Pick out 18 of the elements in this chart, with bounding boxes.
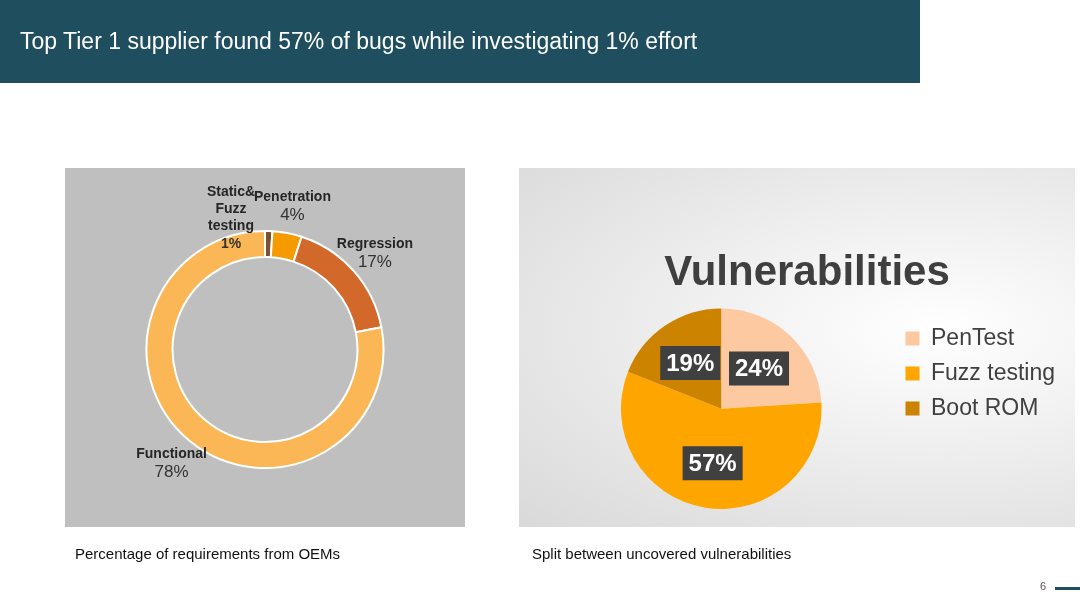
data-label: 57% <box>688 448 737 476</box>
data-label: 1% <box>220 234 242 251</box>
slice-label: Functional <box>136 444 208 461</box>
data-label: 17% <box>357 251 392 271</box>
slice-label: Regression <box>336 234 414 251</box>
data-label: 4% <box>280 204 305 224</box>
legend-label: Fuzz testing <box>931 358 1055 385</box>
legend-label: PenTest <box>931 323 1015 350</box>
text: Percentage of requirements from OEMs <box>75 545 341 562</box>
data-label: 24% <box>734 354 784 382</box>
chart-title: Top Tier 1 supplier found 57% of bugs while investigating 1% effort <box>20 28 698 55</box>
data-label: 19% <box>666 348 715 376</box>
text: Split between uncovered vulnerabilities <box>532 545 792 562</box>
slice-label: Static& Fuzz testing <box>206 182 256 233</box>
legend-label: Boot ROM <box>931 393 1039 420</box>
chart-title: Vulnerabilities <box>664 246 950 294</box>
text: 6 <box>1040 580 1047 592</box>
data-label: 78% <box>154 461 189 481</box>
